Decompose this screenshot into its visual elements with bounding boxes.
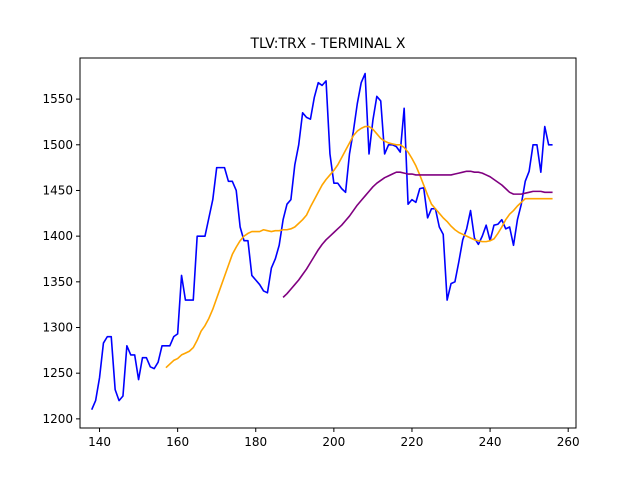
y-axis: 1200 1250 1300 1350 1400 1450 1500 1550 — [42, 92, 80, 426]
x-tick-label: 220 — [401, 435, 424, 449]
x-axis: 140 160 180 200 220 240 260 — [88, 428, 580, 449]
x-tick-label: 180 — [244, 435, 267, 449]
x-tick-label: 240 — [479, 435, 502, 449]
series-layer — [90, 72, 553, 411]
y-tick-label: 1450 — [42, 183, 73, 197]
x-tick-label: 260 — [557, 435, 580, 449]
y-tick-label: 1350 — [42, 275, 73, 289]
x-tick-label: 140 — [88, 435, 111, 449]
y-tick-label: 1500 — [42, 138, 73, 152]
y-tick-label: 1250 — [42, 366, 73, 380]
y-tick-label: 1400 — [42, 229, 73, 243]
series-line-moving-average-50 — [282, 170, 553, 298]
chart-title: TLV:TRX - TERMINAL X — [249, 36, 405, 52]
x-tick-label: 160 — [166, 435, 189, 449]
y-tick-label: 1300 — [42, 321, 73, 335]
axes: 140 160 180 200 220 240 260 1200 1250 1300 1350 14… — [42, 57, 580, 449]
plot-area — [90, 72, 553, 411]
y-tick-label: 1200 — [42, 412, 73, 426]
x-tick-label: 200 — [322, 435, 345, 449]
series-line-moving-average-20 — [165, 125, 553, 369]
y-tick-label: 1550 — [42, 92, 73, 106]
axes-frame — [79, 57, 577, 429]
